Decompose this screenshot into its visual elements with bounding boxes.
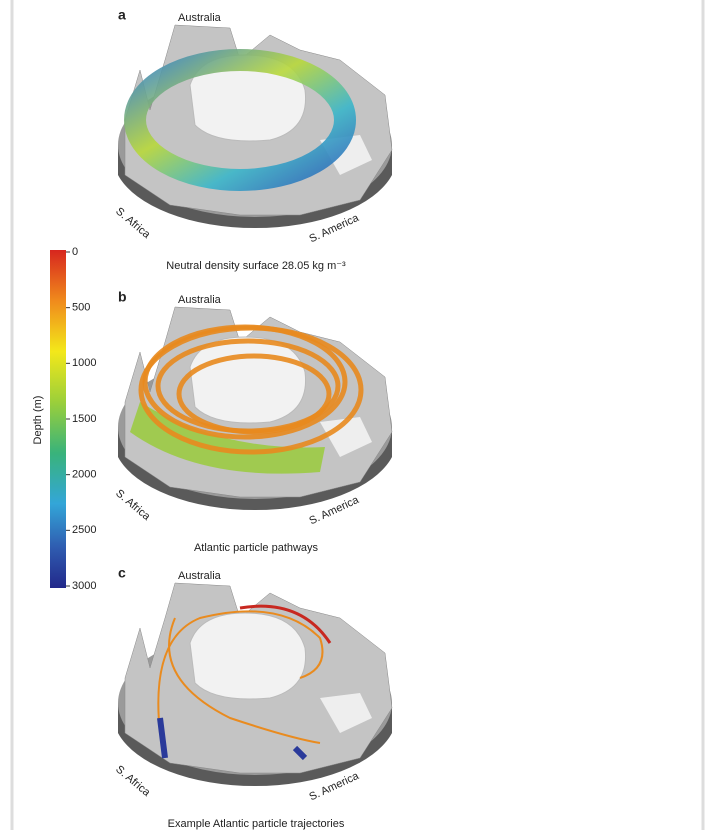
place-label: Australia xyxy=(178,12,222,24)
panel-letter: a xyxy=(118,7,126,23)
colorbar-tick-label: 500 xyxy=(72,302,90,314)
place-label: S. Africa xyxy=(113,205,153,241)
place-label: S. Africa xyxy=(113,763,153,799)
panel-caption: Atlantic particle pathways xyxy=(194,542,319,554)
colorbar-label: Depth (m) xyxy=(32,396,44,445)
colorbar-tick-label: 1000 xyxy=(72,357,96,369)
colorbar-tick-label: 2000 xyxy=(72,469,96,481)
figure: Depth (m) 0 500 1000 1500 2000 2500 3000 a Austr… xyxy=(0,0,715,830)
panel-letter: b xyxy=(118,289,127,305)
place-label: Australia xyxy=(178,294,222,306)
colorbar-tick-label: 2500 xyxy=(72,524,96,536)
antarctica xyxy=(190,337,306,423)
place-label: Australia xyxy=(178,570,222,582)
antarctica xyxy=(190,613,306,699)
colorbar-tick-label: 1500 xyxy=(72,413,96,425)
colorbar-tick-label: 3000 xyxy=(72,580,96,592)
place-label: S. Africa xyxy=(113,487,153,523)
colorbar xyxy=(50,250,66,588)
panel-letter: c xyxy=(118,565,126,581)
panel-caption: Example Atlantic particle trajectories xyxy=(168,818,345,830)
colorbar-tick-label: 0 xyxy=(72,246,78,258)
panel-caption: Neutral density surface 28.05 kg m⁻³ xyxy=(166,260,346,272)
